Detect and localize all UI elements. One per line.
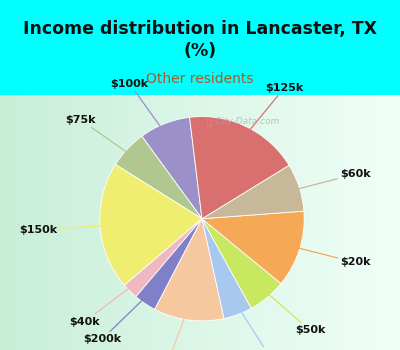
Wedge shape	[116, 136, 202, 219]
Text: $100k: $100k	[110, 79, 172, 143]
Text: Income distribution in Lancaster, TX
(%): Income distribution in Lancaster, TX (%)	[23, 20, 377, 60]
Text: $60k: $60k	[280, 169, 371, 194]
Text: $75k: $75k	[65, 115, 142, 163]
Wedge shape	[155, 219, 224, 321]
Wedge shape	[124, 219, 202, 297]
Wedge shape	[100, 164, 202, 285]
Text: $150k: $150k	[19, 225, 120, 235]
Text: ⓘ City-Data.com: ⓘ City-Data.com	[207, 117, 279, 126]
Wedge shape	[202, 219, 281, 308]
Wedge shape	[202, 219, 251, 318]
Wedge shape	[190, 117, 289, 219]
Text: $125k: $125k	[238, 83, 303, 145]
Text: $10k: $10k	[231, 295, 284, 350]
Wedge shape	[142, 117, 202, 219]
Text: $20k: $20k	[280, 243, 371, 267]
Text: $200k: $200k	[83, 287, 156, 344]
Text: $50k: $50k	[254, 282, 325, 335]
Text: Other residents: Other residents	[146, 72, 254, 86]
Text: $30k: $30k	[152, 300, 191, 350]
Wedge shape	[202, 211, 304, 284]
Text: $40k: $40k	[69, 277, 144, 327]
Wedge shape	[136, 219, 202, 309]
Wedge shape	[202, 165, 304, 219]
